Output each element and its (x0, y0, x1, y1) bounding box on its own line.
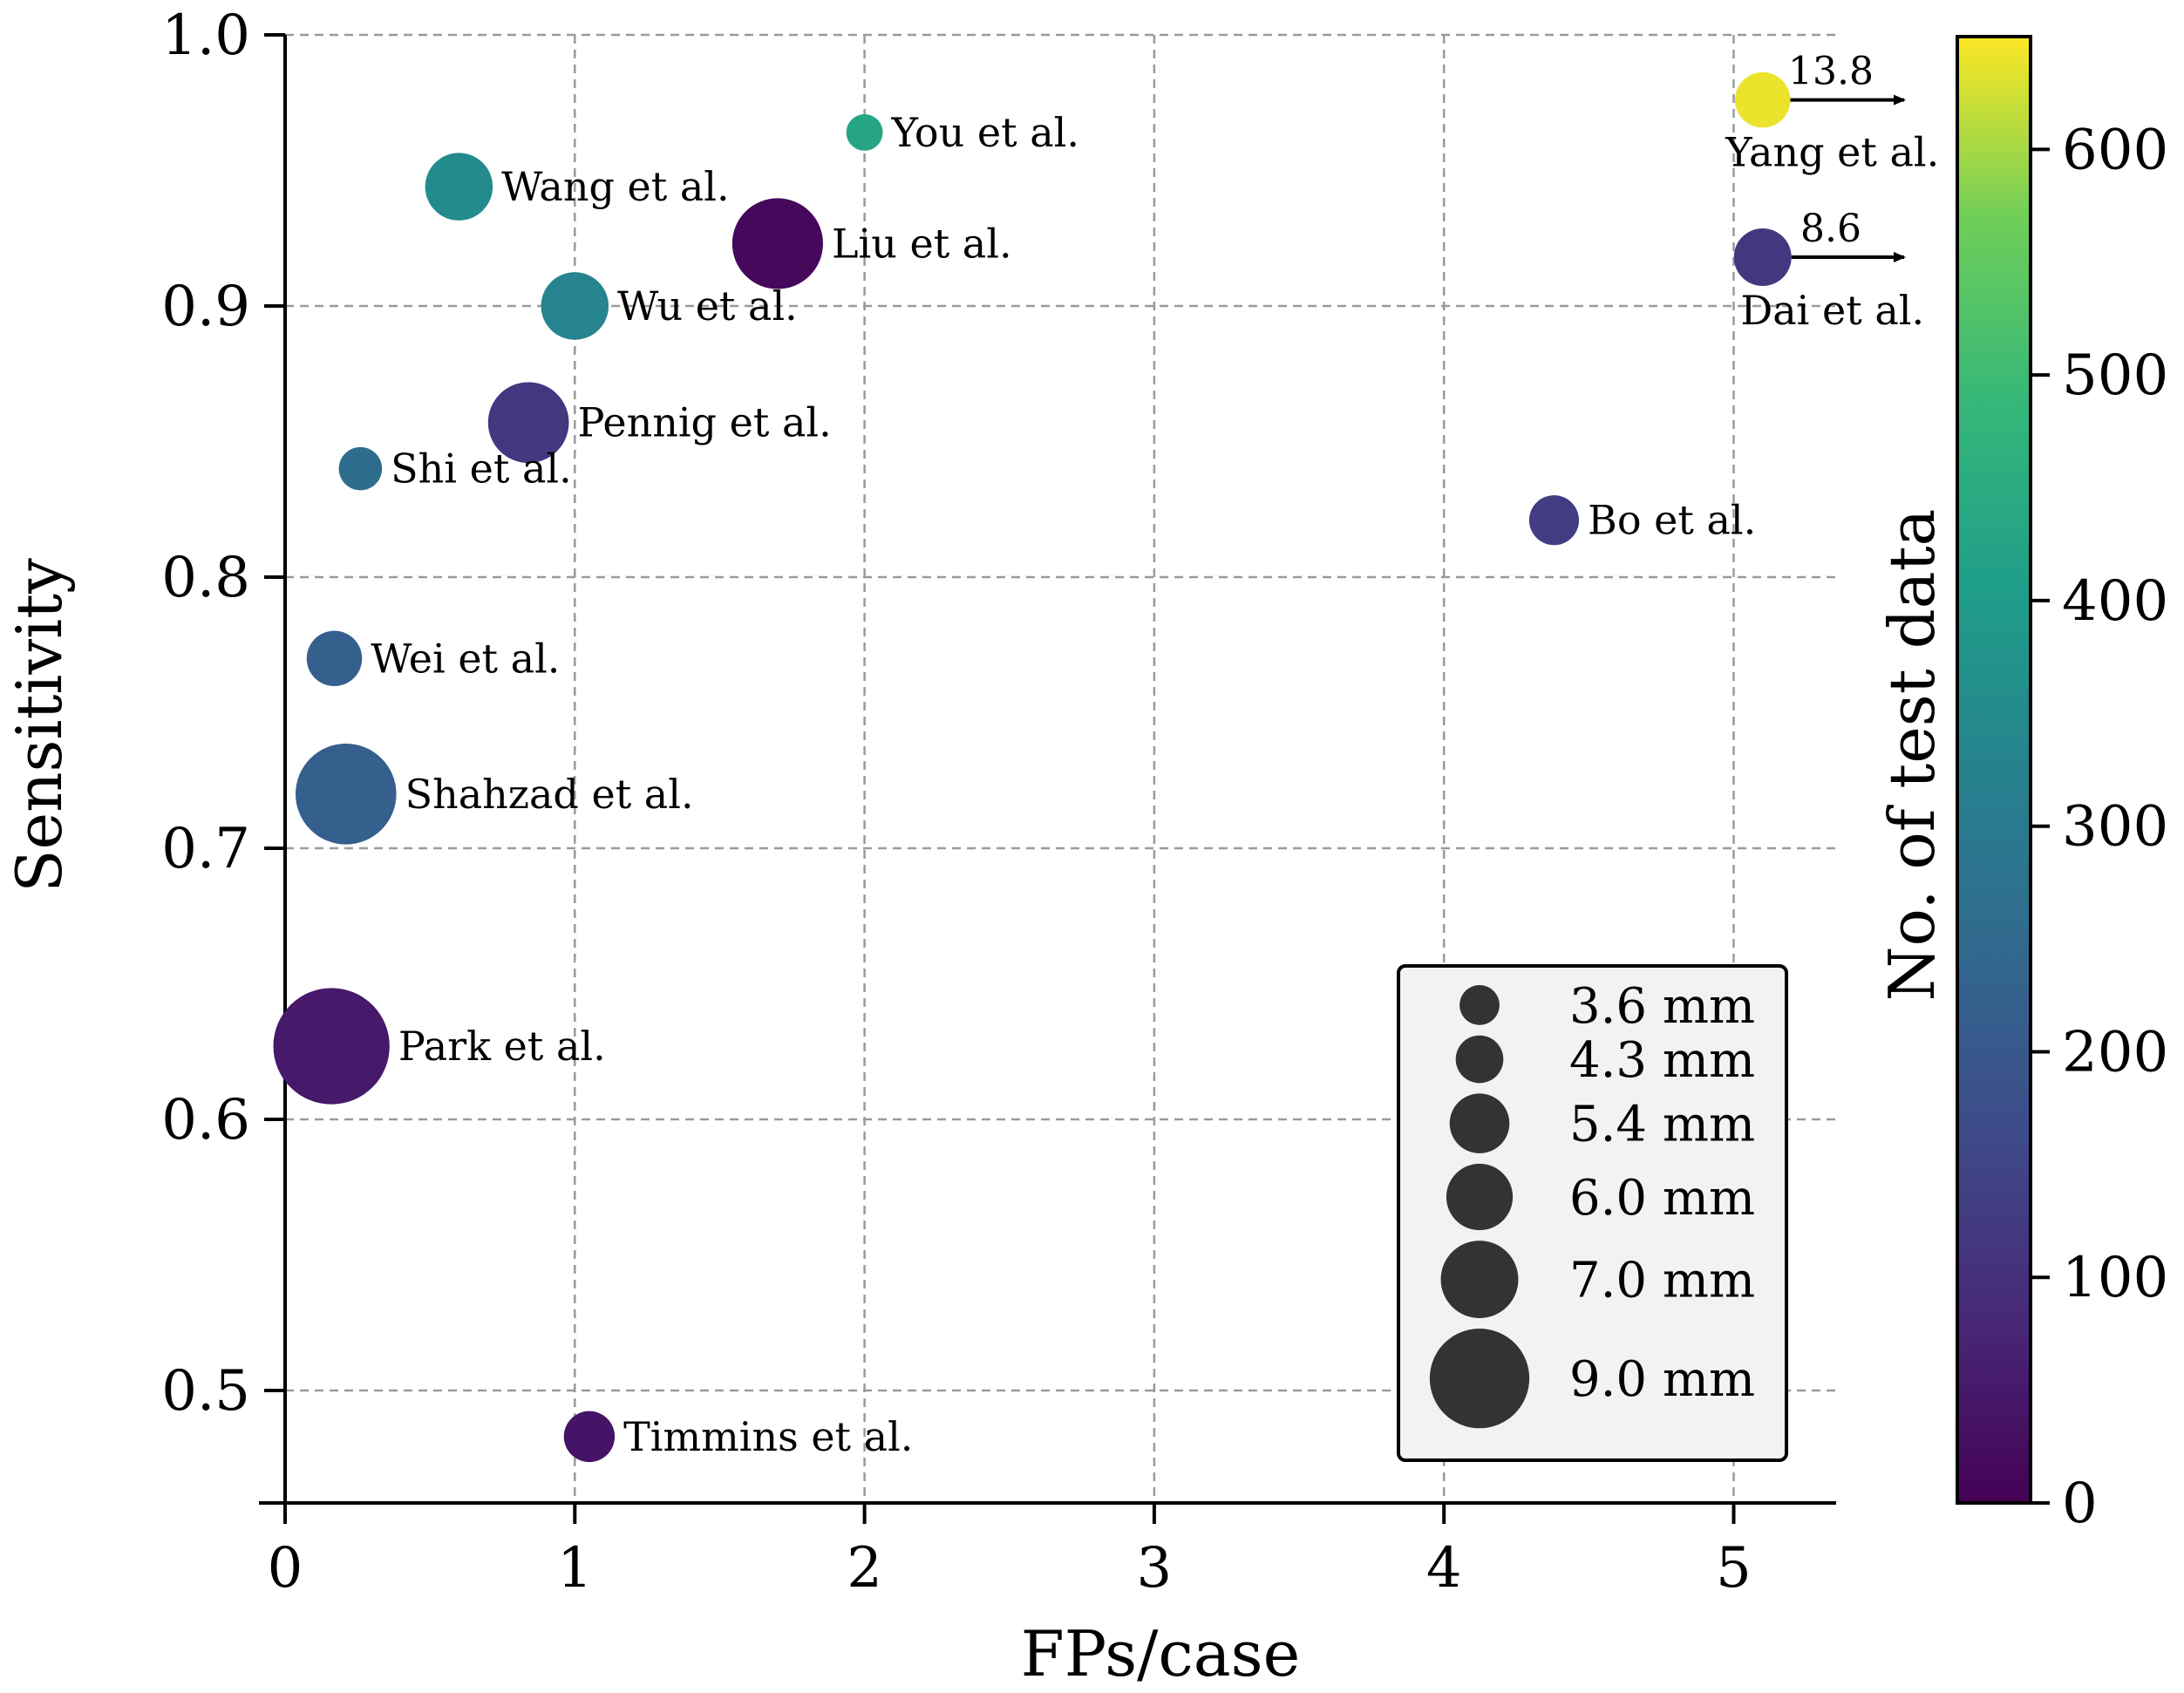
legend-label: 3.6 mm (1569, 978, 1755, 1035)
colorbar-tick-label: 600 (2062, 118, 2168, 182)
x-ticks: 0 1 2 3 4 5 (268, 1503, 1752, 1601)
data-point (487, 382, 569, 464)
x-tick-label: 2 (847, 1536, 882, 1601)
data-point (846, 114, 883, 151)
legend-label: 5.4 mm (1569, 1097, 1755, 1153)
data-point (306, 630, 363, 687)
data-point (1734, 71, 1791, 128)
legend-label: 7.0 mm (1569, 1253, 1755, 1309)
legend-marker (1440, 1241, 1519, 1319)
data-point-label: Bo et al. (1588, 497, 1756, 544)
data-point (563, 1411, 616, 1463)
data-point (541, 272, 609, 340)
data-point (295, 744, 397, 845)
y-ticks: 0.5 0.6 0.7 0.8 0.9 1.0 (161, 3, 285, 1424)
y-tick-label: 0.9 (161, 275, 250, 339)
offscale-arrows: 13.8 8.6 (1788, 50, 1906, 263)
colorbar-tick-label: 300 (2062, 795, 2168, 860)
x-tick-label: 1 (557, 1536, 593, 1601)
legend-label: 6.0 mm (1569, 1170, 1755, 1227)
data-point-label: Dai et al. (1740, 287, 1924, 334)
data-point (338, 446, 383, 491)
data-point-label: Liu et al. (832, 220, 1012, 267)
legend-marker (1449, 1093, 1510, 1153)
data-point-label: Shahzad et al. (405, 771, 694, 818)
colorbar-gradient (1956, 35, 2032, 1505)
x-tick-label: 4 (1426, 1536, 1462, 1601)
colorbar-tick-label: 400 (2062, 569, 2168, 634)
axes (259, 35, 1836, 1505)
x-tick-label: 3 (1137, 1536, 1173, 1601)
legend-marker (1446, 1163, 1514, 1231)
colorbar-label: No. of test data (1875, 509, 1949, 1002)
data-point (1528, 495, 1580, 546)
offscale-arrow-label: 13.8 (1788, 50, 1874, 94)
data-point (731, 198, 823, 289)
colorbar-tick-label: 500 (2062, 343, 2168, 408)
x-axis-label: FPs/case (1021, 1617, 1300, 1690)
legend-marker (1429, 1329, 1530, 1429)
data-point (273, 988, 390, 1105)
data-point-label: Pennig et al. (577, 399, 831, 446)
legend-marker (1455, 1035, 1504, 1084)
legend-label: 9.0 mm (1569, 1351, 1755, 1408)
data-point-label: Yang et al. (1725, 128, 1939, 175)
y-tick-label: 0.6 (161, 1088, 250, 1152)
data-point (425, 153, 493, 221)
data-point-label: You et al. (891, 109, 1079, 156)
size-legend: 3.6 mm4.3 mm 5.4 mm 6.0 mm 7.0 mm 9.0 mm (1397, 964, 1788, 1462)
data-points: You et al. Yang et al. Wang et al. Liu et a… (273, 71, 1939, 1463)
data-point-label: Park et al. (398, 1023, 606, 1070)
legend-label: 4.3 mm (1569, 1032, 1755, 1089)
legend-marker (1459, 985, 1500, 1025)
y-axis-label: Sensitivity (3, 558, 76, 893)
colorbar-tick-label: 0 (2062, 1472, 2098, 1536)
data-point-label: Wei et al. (371, 635, 560, 682)
y-tick-label: 0.7 (161, 817, 250, 881)
offscale-arrow-label: 8.6 (1800, 207, 1861, 251)
colorbar-tick-label: 100 (2062, 1246, 2168, 1310)
colorbar-tick-label: 200 (2062, 1020, 2168, 1084)
data-point-label: Wu et al. (617, 282, 798, 330)
data-point-label: Shi et al. (391, 445, 572, 493)
grid-lines (285, 33, 1836, 1503)
x-tick-label: 5 (1716, 1536, 1752, 1601)
y-tick-label: 0.5 (161, 1359, 250, 1424)
data-point-label: Wang et al. (501, 163, 730, 210)
y-tick-label: 1.0 (161, 3, 250, 68)
data-point (1733, 228, 1792, 287)
y-tick-label: 0.8 (161, 546, 250, 610)
data-point-label: Timmins et al. (623, 1413, 913, 1460)
x-tick-label: 0 (268, 1536, 303, 1601)
colorbar: 0 100 200 300 400 500 600 (1956, 35, 2168, 1536)
